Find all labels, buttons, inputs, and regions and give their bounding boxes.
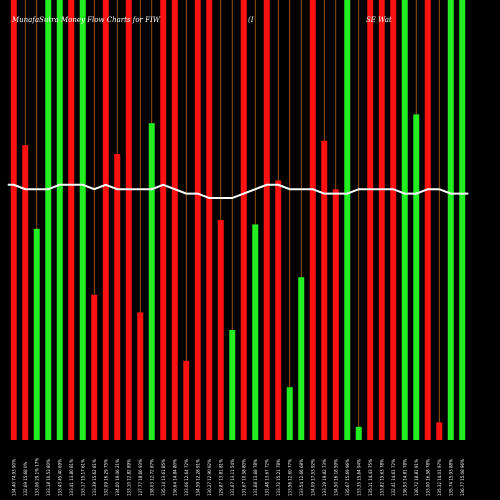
x-tick-label-2: 132.69 15.68 0% (23, 461, 28, 496)
bar-27 (309, 0, 316, 440)
x-tick-label-28: 133.19 19.82 73% (322, 459, 327, 496)
bar-14 (160, 0, 167, 440)
bar-11 (125, 0, 132, 440)
bar-6 (68, 0, 75, 440)
bar-7 (79, 0, 86, 440)
bar-3 (33, 228, 40, 440)
x-tick-label-30: 135.67 15.69 96% (345, 459, 350, 496)
money-flow-line (7, 183, 469, 199)
bar-21 (240, 0, 247, 440)
x-tick-label-18: 130.27 12.90 92% (207, 459, 212, 496)
x-tick-label-6: 133.41 13.80 81% (69, 459, 74, 496)
bar-16 (183, 360, 190, 440)
x-tick-label-21: 131.67 10.58 80% (241, 459, 246, 496)
x-tick-label-20: 131.67 13.11 54% (230, 459, 235, 496)
x-tick-label-23: 131.48 13.67 72% (264, 459, 269, 496)
x-tick-label-31: 133.35 15.64 94% (356, 459, 361, 496)
x-tick-label-24: 133.72 15.21 78% (276, 459, 281, 496)
x-tick-label-17: 134.59 12.28 91% (195, 459, 200, 496)
x-tick-label-34: 132.41 14.61 72% (391, 459, 396, 496)
x-tick-label-14: 135.14 13.61 85% (161, 459, 166, 496)
bar-34 (390, 0, 397, 440)
chart-title: MunafaSutra Money Flow Charts for FIW (11, 16, 161, 24)
bar-17 (194, 0, 201, 440)
x-tick-label-15: 136.64 14.84 80% (172, 459, 177, 496)
bar-19 (217, 220, 224, 440)
x-tick-label-5: 133.43 45.40 69% (57, 459, 62, 496)
x-tick-label-10: 134.00 19.06 21% (115, 459, 120, 496)
bar-5 (56, 0, 63, 440)
x-tick-label-40: 136.77 15.08 96% (460, 459, 465, 496)
bar-33 (378, 0, 385, 440)
bar-22 (252, 224, 259, 440)
x-tick-label-16: 133.06 12.64 72% (184, 459, 189, 496)
x-tick-label-22: 131.68 13.68 78% (253, 459, 258, 496)
x-tick-label-8: 133.39 15.62 81% (92, 459, 97, 496)
bar-1 (10, 0, 17, 440)
bar-12 (137, 312, 144, 440)
x-tick-label-3: 133.06 29.1% 17% (34, 458, 39, 496)
x-tick-label-11: 133.10 12.82 89% (126, 459, 131, 496)
x-tick-label-37: 133.00 16.58 78% (425, 459, 430, 496)
bar-38 (436, 422, 443, 440)
bar-18 (206, 0, 213, 440)
x-tick-label-38: 135.32 14.01 97% (437, 459, 442, 496)
bar-20 (229, 330, 236, 440)
bar-8 (91, 294, 98, 440)
x-tick-label-26: 133.54 12.66 68% (299, 459, 304, 496)
bar-23 (263, 0, 270, 440)
x-tick-label-39: 135.74 15.93 88% (448, 459, 453, 496)
chart-subtitle-left: (I (248, 16, 254, 24)
x-tick-labels: 134.40 74.93 90% 132.69 15.68 0% 133.06 29… (11, 458, 465, 496)
bar-15 (171, 0, 178, 440)
bar-10 (114, 154, 121, 440)
bar-2 (22, 145, 29, 440)
x-tick-label-32: 135.11 14.43 75% (368, 459, 373, 496)
bar-25 (286, 387, 293, 440)
bar-39 (447, 0, 454, 440)
bar-31 (355, 426, 362, 440)
chart-subtitle-right: SE Wat (366, 16, 392, 24)
bar-40 (459, 0, 466, 440)
x-tick-label-1: 134.40 74.93 90% (11, 459, 16, 496)
x-tick-label-29: 134.50 16.18 59% (333, 459, 338, 496)
x-tick-label-19: 129.87 13.81 81% (218, 459, 223, 496)
x-tick-label-27: 134.09 17.53 92% (310, 459, 315, 496)
bar-35 (401, 0, 408, 440)
bar-36 (413, 114, 420, 441)
x-tick-label-33: 133.82 15.63 78% (379, 459, 384, 496)
bar-29 (332, 189, 339, 440)
bar-37 (424, 0, 431, 440)
bars (10, 0, 466, 441)
bar-32 (367, 0, 374, 440)
bar-30 (344, 0, 351, 440)
bar-24 (275, 180, 282, 440)
x-tick-label-7: 133.17 15.17 61% (80, 459, 85, 496)
bar-9 (102, 0, 109, 440)
bar-13 (148, 123, 155, 440)
bar-26 (298, 277, 305, 440)
x-tick-label-35: 136.93 14.81 78% (402, 459, 407, 496)
bar-4 (45, 0, 52, 440)
x-tick-label-25: 133.56 12.60 77% (287, 459, 292, 496)
x-tick-label-36: 136.72 18.81 91% (414, 459, 419, 496)
x-tick-label-4: 133.18 10.53 80% (46, 459, 51, 496)
x-tick-label-9: 132.09 16.29 75% (103, 459, 108, 496)
x-tick-label-12: 137.77 18.66 93% (138, 459, 143, 496)
bar-28 (321, 140, 328, 441)
x-tick-label-13: 138.03 12.72 87% (149, 459, 154, 496)
